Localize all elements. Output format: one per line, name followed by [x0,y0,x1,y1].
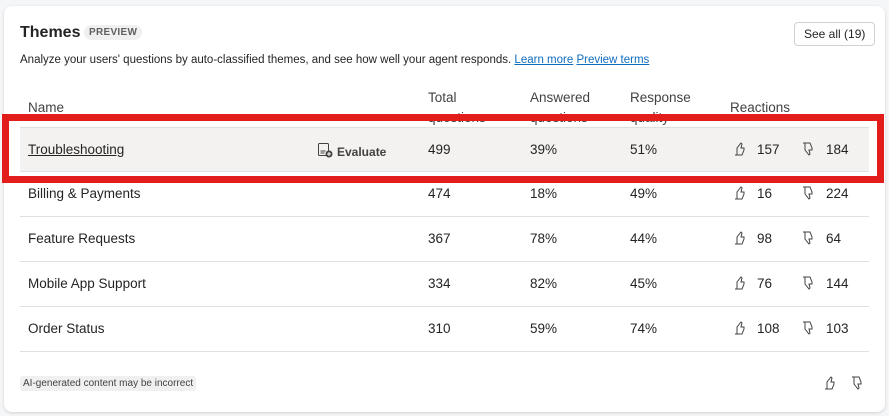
total-questions: 310 [428,321,451,336]
column-header-name[interactable]: Name [28,100,65,115]
ai-disclaimer: AI-generated content may be incorrect [20,376,197,391]
thumbs-up-count: 157 [757,142,780,157]
thumbs-up-count: 98 [757,231,773,246]
see-all-button[interactable]: See all (19) [794,22,876,46]
thumbs-up-count: 16 [757,186,773,201]
column-header-total[interactable]: Total questions [428,88,486,128]
answered-questions: 59% [530,321,558,336]
header-line: Response [630,90,691,105]
thumbs-up-icon [732,185,748,204]
thumbs-down-count: 64 [826,231,842,246]
answered-questions: 18% [530,186,558,201]
column-header-quality[interactable]: Response quality [630,88,691,128]
total-questions: 367 [428,231,451,246]
response-quality: 74% [630,321,658,336]
theme-name[interactable]: Mobile App Support [28,276,146,291]
thumbs-up-icon [732,141,748,160]
answered-questions: 78% [530,231,558,246]
total-questions: 499 [428,142,451,157]
theme-name[interactable]: Order Status [28,321,105,336]
header-line: Answered [530,90,591,105]
thumbs-down-icon [800,141,816,160]
total-questions: 334 [428,276,451,291]
table-row[interactable]: Mobile App Support 334 82% 45% 76 144 [20,262,869,307]
card-title: Themes [20,24,81,41]
thumbs-down-icon [800,320,816,339]
response-quality: 44% [630,231,658,246]
response-quality: 49% [630,186,658,201]
table-row[interactable]: Feature Requests 367 78% 44% 98 64 [20,217,869,262]
evaluate-label: Evaluate [337,144,387,159]
thumbs-down-icon[interactable] [849,375,865,391]
answered-questions: 39% [530,142,558,157]
thumbs-up-count: 108 [757,321,780,336]
themes-card [4,6,885,412]
evaluate-button[interactable]: Evaluate [317,142,386,161]
column-header-answered[interactable]: Answered questions [530,88,590,128]
preview-terms-link[interactable]: Preview terms [576,54,650,66]
response-quality: 45% [630,276,658,291]
thumbs-up-icon [732,320,748,339]
preview-badge: PREVIEW [84,25,143,40]
answered-questions: 82% [530,276,558,291]
thumbs-down-icon [800,230,816,249]
thumbs-down-icon [800,275,816,294]
theme-name[interactable]: Troubleshooting [28,142,125,157]
header-line: questions [530,110,588,125]
description-text: Analyze your users' questions by auto-cl… [20,54,512,66]
thumbs-up-icon [732,275,748,294]
learn-more-link[interactable]: Learn more [514,54,574,66]
evaluate-icon [317,142,333,161]
table-row[interactable]: Troubleshooting Evaluate 499 39% 51% 157 1… [20,127,869,172]
divider [20,351,869,352]
thumbs-down-count: 224 [826,186,849,201]
header-line: Total [428,90,457,105]
thumbs-up-icon [732,230,748,249]
theme-name[interactable]: Billing & Payments [28,186,141,201]
thumbs-up-count: 76 [757,276,773,291]
total-questions: 474 [428,186,451,201]
header-line: questions [428,110,486,125]
header-line: quality [630,110,670,125]
thumbs-down-count: 103 [826,321,849,336]
theme-name[interactable]: Feature Requests [28,231,136,246]
thumbs-down-count: 184 [826,142,849,157]
table-row[interactable]: Billing & Payments 474 18% 49% 16 224 [20,172,869,217]
column-header-reactions: Reactions [730,100,791,115]
response-quality: 51% [630,142,658,157]
description: Analyze your users' questions by auto-cl… [20,54,649,66]
thumbs-down-count: 144 [826,276,849,291]
thumbs-down-icon [800,185,816,204]
thumbs-up-icon[interactable] [822,375,838,391]
table-row[interactable]: Order Status 310 59% 74% 108 103 [20,307,869,352]
